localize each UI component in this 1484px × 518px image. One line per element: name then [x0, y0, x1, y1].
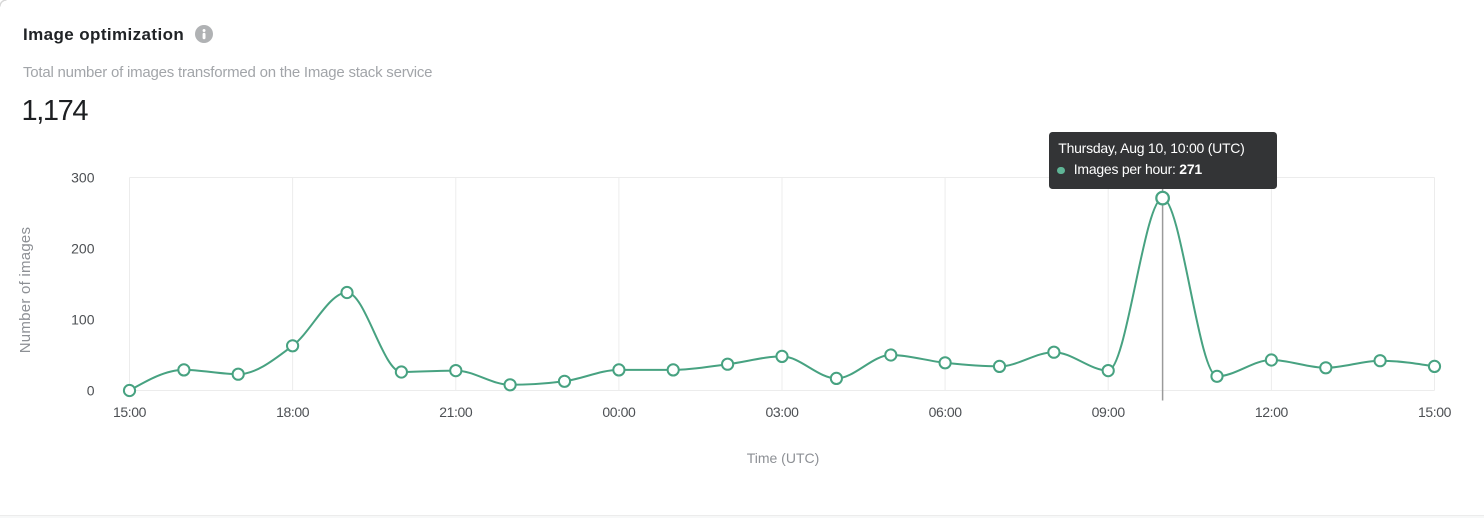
svg-text:Number of images: Number of images — [17, 227, 34, 354]
svg-text:0: 0 — [87, 383, 95, 399]
svg-text:100: 100 — [71, 312, 95, 328]
svg-text:03:00: 03:00 — [765, 404, 799, 420]
svg-text:Time (UTC): Time (UTC) — [747, 450, 820, 466]
svg-text:15:00: 15:00 — [1418, 404, 1452, 420]
svg-text:18:00: 18:00 — [276, 404, 310, 420]
svg-text:09:00: 09:00 — [1092, 404, 1126, 420]
svg-text:21:00: 21:00 — [439, 404, 473, 420]
svg-text:15:00: 15:00 — [113, 404, 147, 420]
svg-text:300: 300 — [71, 170, 95, 186]
svg-text:200: 200 — [71, 241, 95, 257]
svg-text:12:00: 12:00 — [1255, 404, 1289, 420]
svg-text:00:00: 00:00 — [602, 404, 636, 420]
svg-text:06:00: 06:00 — [929, 404, 963, 420]
